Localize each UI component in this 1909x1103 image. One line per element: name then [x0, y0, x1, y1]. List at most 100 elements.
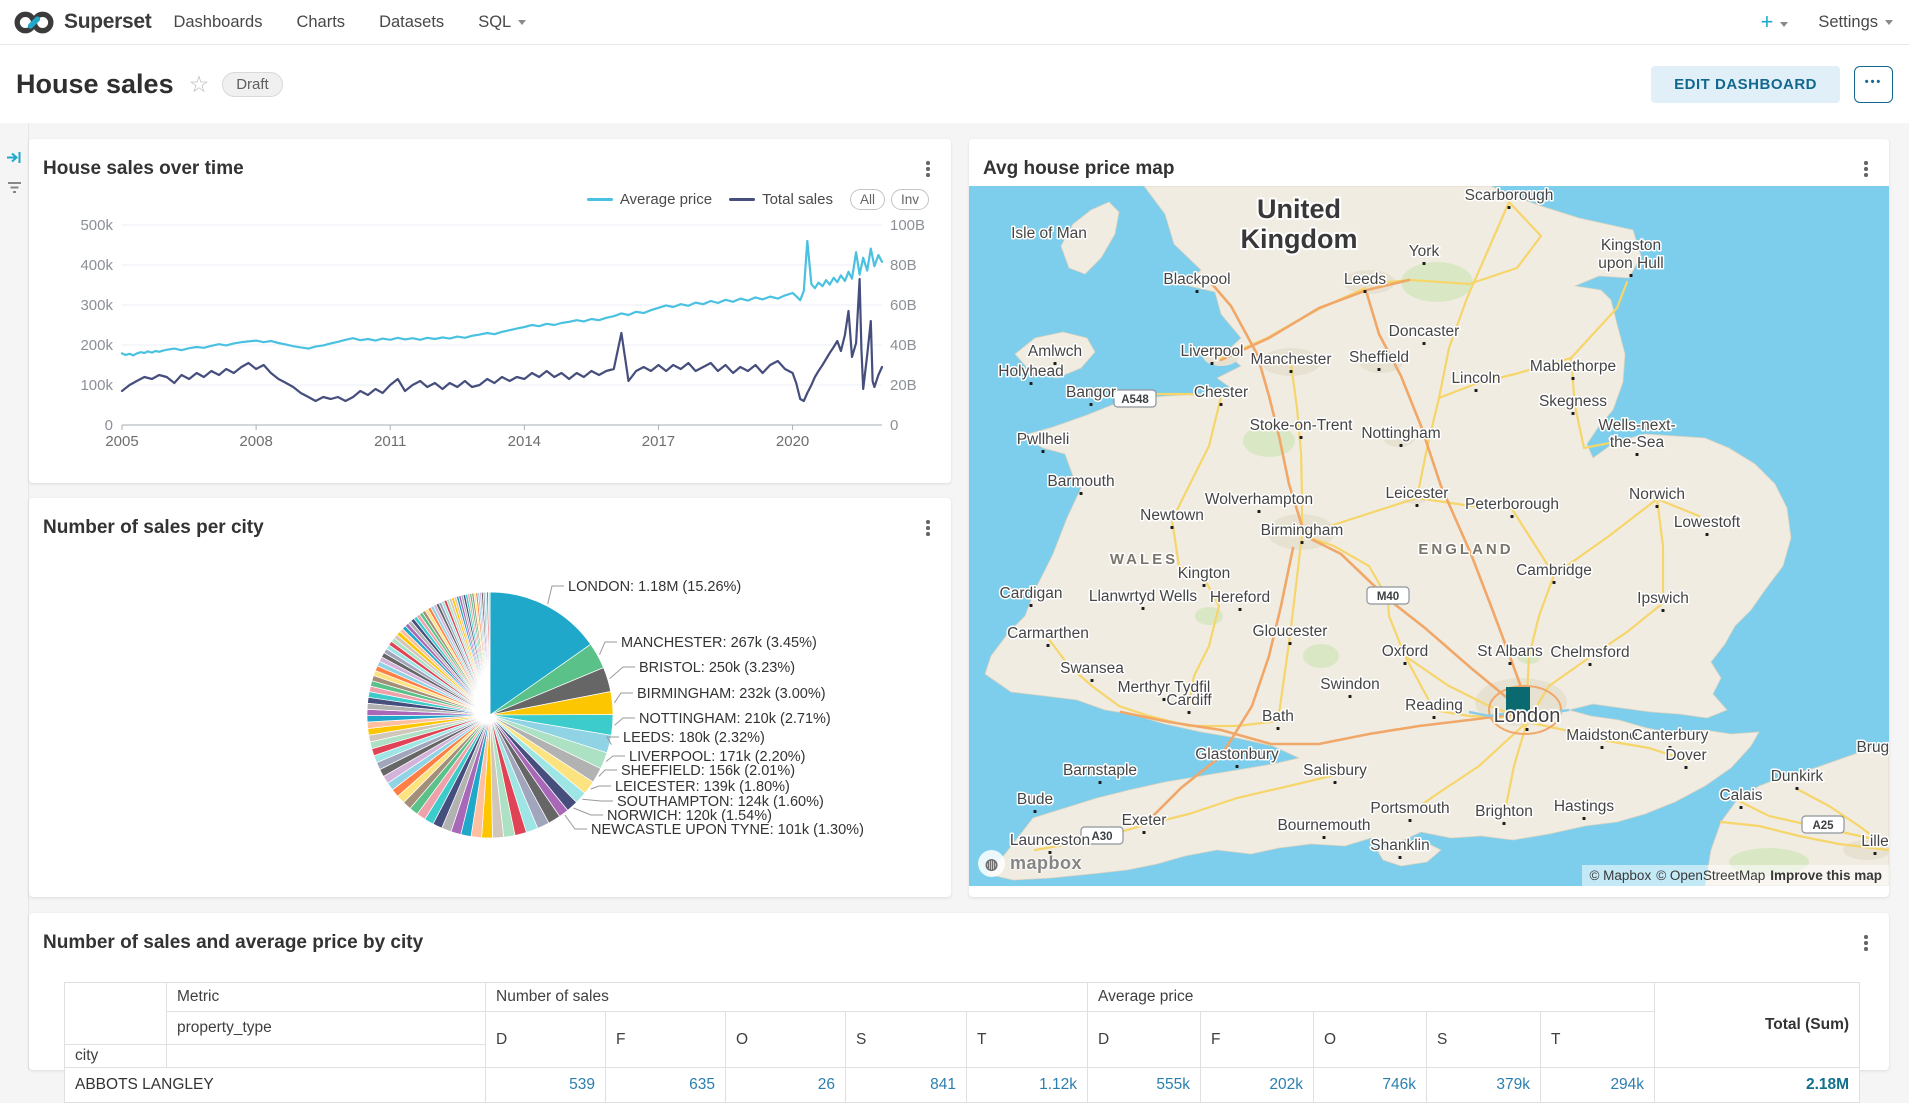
y-axis-left-tick: 0	[105, 417, 113, 434]
chart-title: House sales over time	[43, 158, 244, 179]
legend-item-total-sales[interactable]: Total sales	[729, 191, 833, 208]
map-label-lille: Lille	[1861, 833, 1889, 850]
mapbox-logo[interactable]: ◍ mapbox	[978, 850, 1082, 877]
caret-down-icon	[1885, 19, 1893, 25]
draft-status-badge: Draft	[222, 71, 283, 97]
map-label-doncaster: Doncaster	[1389, 323, 1460, 340]
pie-leader-line	[609, 666, 635, 680]
x-axis-label: 2008	[239, 433, 272, 450]
y-axis-right-tick: 20B	[890, 377, 917, 394]
map-city-dot	[1510, 515, 1514, 518]
map-city-dot	[1403, 662, 1407, 665]
legend-pill-inv[interactable]: Inv	[890, 189, 929, 210]
pie-leader-line	[598, 769, 617, 777]
map-urban-area	[1261, 348, 1321, 376]
road-badge-label: M40	[1377, 591, 1399, 603]
chart-options-kebab-icon[interactable]	[1859, 161, 1873, 181]
settings-menu[interactable]: Settings	[1818, 13, 1893, 32]
map-city-dot	[1142, 831, 1146, 834]
pivot-empty-cell	[166, 1044, 486, 1068]
map-label-leicester: Leicester	[1386, 485, 1449, 502]
filter-bar-collapsed	[0, 123, 29, 1070]
map-label-liverpool: Liverpool	[1181, 343, 1244, 360]
map-label-bournemouth: Bournemouth	[1277, 817, 1370, 834]
superset-logo[interactable]: Superset	[0, 9, 152, 36]
map-city-dot	[1705, 533, 1709, 536]
x-axis-label: 2014	[508, 433, 541, 450]
osm-attribution-link[interactable]: © OpenStreetMap	[1656, 868, 1766, 883]
y-axis-right-tick: 100B	[890, 217, 925, 234]
nav-item-dashboards[interactable]: Dashboards	[173, 12, 263, 31]
map-label-salisbury: Salisbury	[1303, 762, 1367, 779]
map-urban-area	[1203, 346, 1239, 366]
map-city-dot	[1571, 412, 1575, 415]
map-city-dot	[1276, 727, 1280, 730]
pivot-row-city: ABBOTS LANGLEY	[64, 1067, 486, 1103]
pie-chart-canvas[interactable]: LONDON: 1.18M (15.26%) MANCHESTER: 267k (…	[29, 498, 951, 897]
road-badge	[1801, 815, 1845, 834]
y-axis-right-tick: 40B	[890, 337, 917, 354]
mapbox-attribution-link[interactable]: © Mapbox	[1589, 868, 1652, 883]
pivot-group-number-of-sales: Number of sales	[484, 982, 1089, 1012]
map-label-sheffield: Sheffield	[1349, 349, 1409, 366]
map-road	[1719, 820, 1889, 852]
pie-label-leeds: LEEDS: 180k (2.32%)	[623, 730, 765, 746]
map-city-dot	[1422, 262, 1426, 265]
map-city-dot	[1502, 822, 1506, 825]
map-city-dot	[1739, 806, 1743, 809]
pie-slice-london[interactable]	[489, 591, 592, 716]
map-price-marker-london[interactable]	[1506, 687, 1530, 712]
map-city-dot	[1195, 290, 1199, 293]
map-label-wales: WALES	[1110, 551, 1178, 568]
line-chart-canvas[interactable]: 0 100k 200k 300k 400k 500k 0 20B 40B 60B 80B 100B 20…	[29, 139, 951, 483]
chart-options-kebab-icon[interactable]	[921, 161, 935, 181]
pie-leader-line	[573, 807, 603, 816]
map-green-area	[1303, 644, 1339, 668]
chart-options-kebab-icon[interactable]	[1859, 935, 1873, 955]
pivot-subcol-f: F	[1200, 1011, 1315, 1068]
filter-icon[interactable]	[6, 179, 23, 196]
card-house-sales-over-time: House sales over time Average price Total…	[29, 139, 951, 483]
pivot-table: Metric Number of sales Average price Total …	[64, 982, 1861, 1103]
superset-infinity-icon	[14, 11, 54, 33]
nav-item-datasets[interactable]: Datasets	[379, 12, 445, 31]
map-city-dot	[1582, 817, 1586, 820]
pivot-subcol-s: S	[845, 1011, 967, 1068]
map-label-hastings: Hastings	[1554, 798, 1615, 815]
pivot-subcol-t: T	[1540, 1011, 1656, 1068]
mapbox-map[interactable]: A548 M40 A30 A25 United Kingdom Isle of Man Sca…	[969, 186, 1889, 886]
map-city-dot	[1684, 766, 1688, 769]
chart-options-kebab-icon[interactable]	[921, 520, 935, 540]
map-city-dot	[1507, 206, 1511, 209]
top-nav-bar: Superset Dashboards Charts Datasets SQL + S…	[0, 0, 1909, 45]
map-city-dot	[1415, 504, 1419, 507]
road-badge	[1366, 586, 1410, 605]
favorite-star-icon[interactable]: ☆	[188, 70, 210, 97]
pivot-metric-header: Metric	[166, 982, 486, 1012]
expand-filter-bar-icon[interactable]	[6, 149, 23, 166]
map-city-dot	[1588, 663, 1592, 666]
pivot-city-header: city	[64, 1044, 167, 1068]
improve-map-link[interactable]: Improve this map	[1770, 868, 1882, 883]
map-label-reading: Reading	[1405, 697, 1463, 714]
new-item-button[interactable]: +	[1761, 11, 1789, 33]
map-label-london: London	[1494, 705, 1561, 727]
pie-slice-other[interactable]	[488, 591, 491, 716]
dashboard-more-button[interactable]: •••	[1854, 65, 1893, 103]
map-city-dot	[1668, 746, 1672, 749]
line-series-total-sales[interactable]	[120, 277, 884, 403]
legend-swatch	[729, 198, 756, 201]
nav-item-charts[interactable]: Charts	[296, 12, 346, 31]
map-city-dot	[1141, 607, 1145, 610]
legend-pill-all[interactable]: All	[849, 189, 885, 210]
map-land-anglesey	[1014, 331, 1096, 379]
map-city-dot	[1333, 781, 1337, 784]
legend-item-average-price[interactable]: Average price	[586, 191, 712, 208]
map-urban-area	[1343, 270, 1395, 294]
line-series-average-price[interactable]	[120, 239, 884, 357]
map-city-dot	[1299, 436, 1303, 439]
pivot-subcol-o: O	[1313, 1011, 1428, 1068]
map-label-llanwrtyd-wells: Llanwrtyd Wells	[1089, 588, 1198, 605]
edit-dashboard-button[interactable]: EDIT DASHBOARD	[1651, 65, 1840, 103]
nav-item-sql[interactable]: SQL	[478, 13, 527, 32]
